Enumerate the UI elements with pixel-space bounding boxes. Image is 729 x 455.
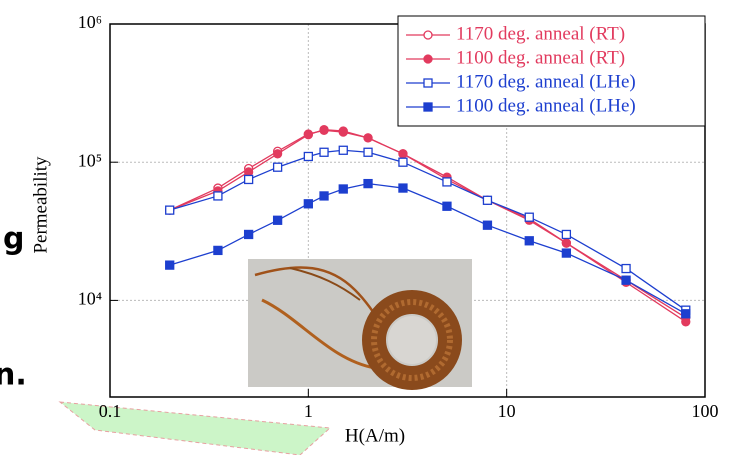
data-point: [272, 215, 283, 225]
data-point: [398, 157, 408, 167]
data-point: [303, 199, 313, 209]
data-point: [243, 229, 254, 240]
data-point: [243, 174, 254, 185]
x-tick-label: 0.1: [99, 401, 122, 421]
legend: 1170 deg. anneal (RT) 1100 deg. anneal (R…: [397, 15, 706, 127]
side-text-fragment: g: [3, 222, 24, 257]
inset-photo: [248, 259, 472, 390]
data-point: [482, 220, 493, 230]
x-tick-label: 10: [498, 401, 516, 421]
legend-label: 1170 deg. anneal (RT): [456, 23, 625, 44]
data-point: [338, 145, 348, 155]
data-point: [621, 275, 631, 285]
legend-marker: [423, 102, 433, 112]
legend-label: 1170 deg. anneal (LHe): [456, 71, 636, 92]
y-tick-label: 10⁶: [78, 12, 102, 32]
legend-marker: [423, 78, 433, 88]
data-point: [681, 317, 691, 327]
x-axis-label: H(A/m): [345, 425, 405, 446]
data-point: [561, 238, 572, 248]
legend-label: 1100 deg. anneal (LHe): [456, 95, 636, 116]
side-text-fragment: n.: [0, 358, 27, 393]
data-point: [338, 126, 348, 136]
data-point: [398, 183, 408, 193]
legend-label: 1100 deg. anneal (RT): [456, 47, 625, 68]
legend-box: [397, 15, 706, 127]
data-point: [213, 191, 223, 201]
data-point: [165, 260, 175, 270]
data-point: [319, 191, 329, 201]
legend-marker: [423, 30, 433, 40]
data-point: [442, 177, 452, 187]
data-point: [319, 147, 329, 157]
data-point: [243, 167, 254, 177]
data-point: [272, 162, 283, 172]
data-point: [561, 229, 572, 240]
data-point: [363, 133, 373, 143]
decoration: [58, 401, 332, 455]
data-point: [165, 205, 175, 215]
x-tick-label: 1: [304, 401, 313, 421]
data-point: [482, 195, 493, 205]
y-axis-label: Permeability: [30, 156, 51, 254]
data-point: [524, 236, 534, 246]
data-point: [303, 130, 313, 140]
legend-marker: [423, 54, 433, 64]
y-tick-label: 10⁴: [78, 289, 102, 309]
data-point: [272, 149, 283, 159]
data-point: [338, 184, 348, 194]
data-point: [561, 248, 572, 258]
data-point: [213, 245, 223, 256]
data-point: [621, 263, 631, 274]
data-point: [398, 149, 408, 159]
data-point: [442, 201, 452, 211]
y-tick-label: 10⁵: [78, 150, 102, 170]
plot: [165, 125, 691, 327]
data-point: [363, 178, 373, 189]
data-point: [363, 147, 373, 157]
data-point: [681, 309, 691, 319]
data-point: [524, 212, 534, 222]
data-point: [319, 125, 329, 135]
data-point: [303, 151, 313, 162]
x-tick-label: 100: [692, 401, 719, 421]
